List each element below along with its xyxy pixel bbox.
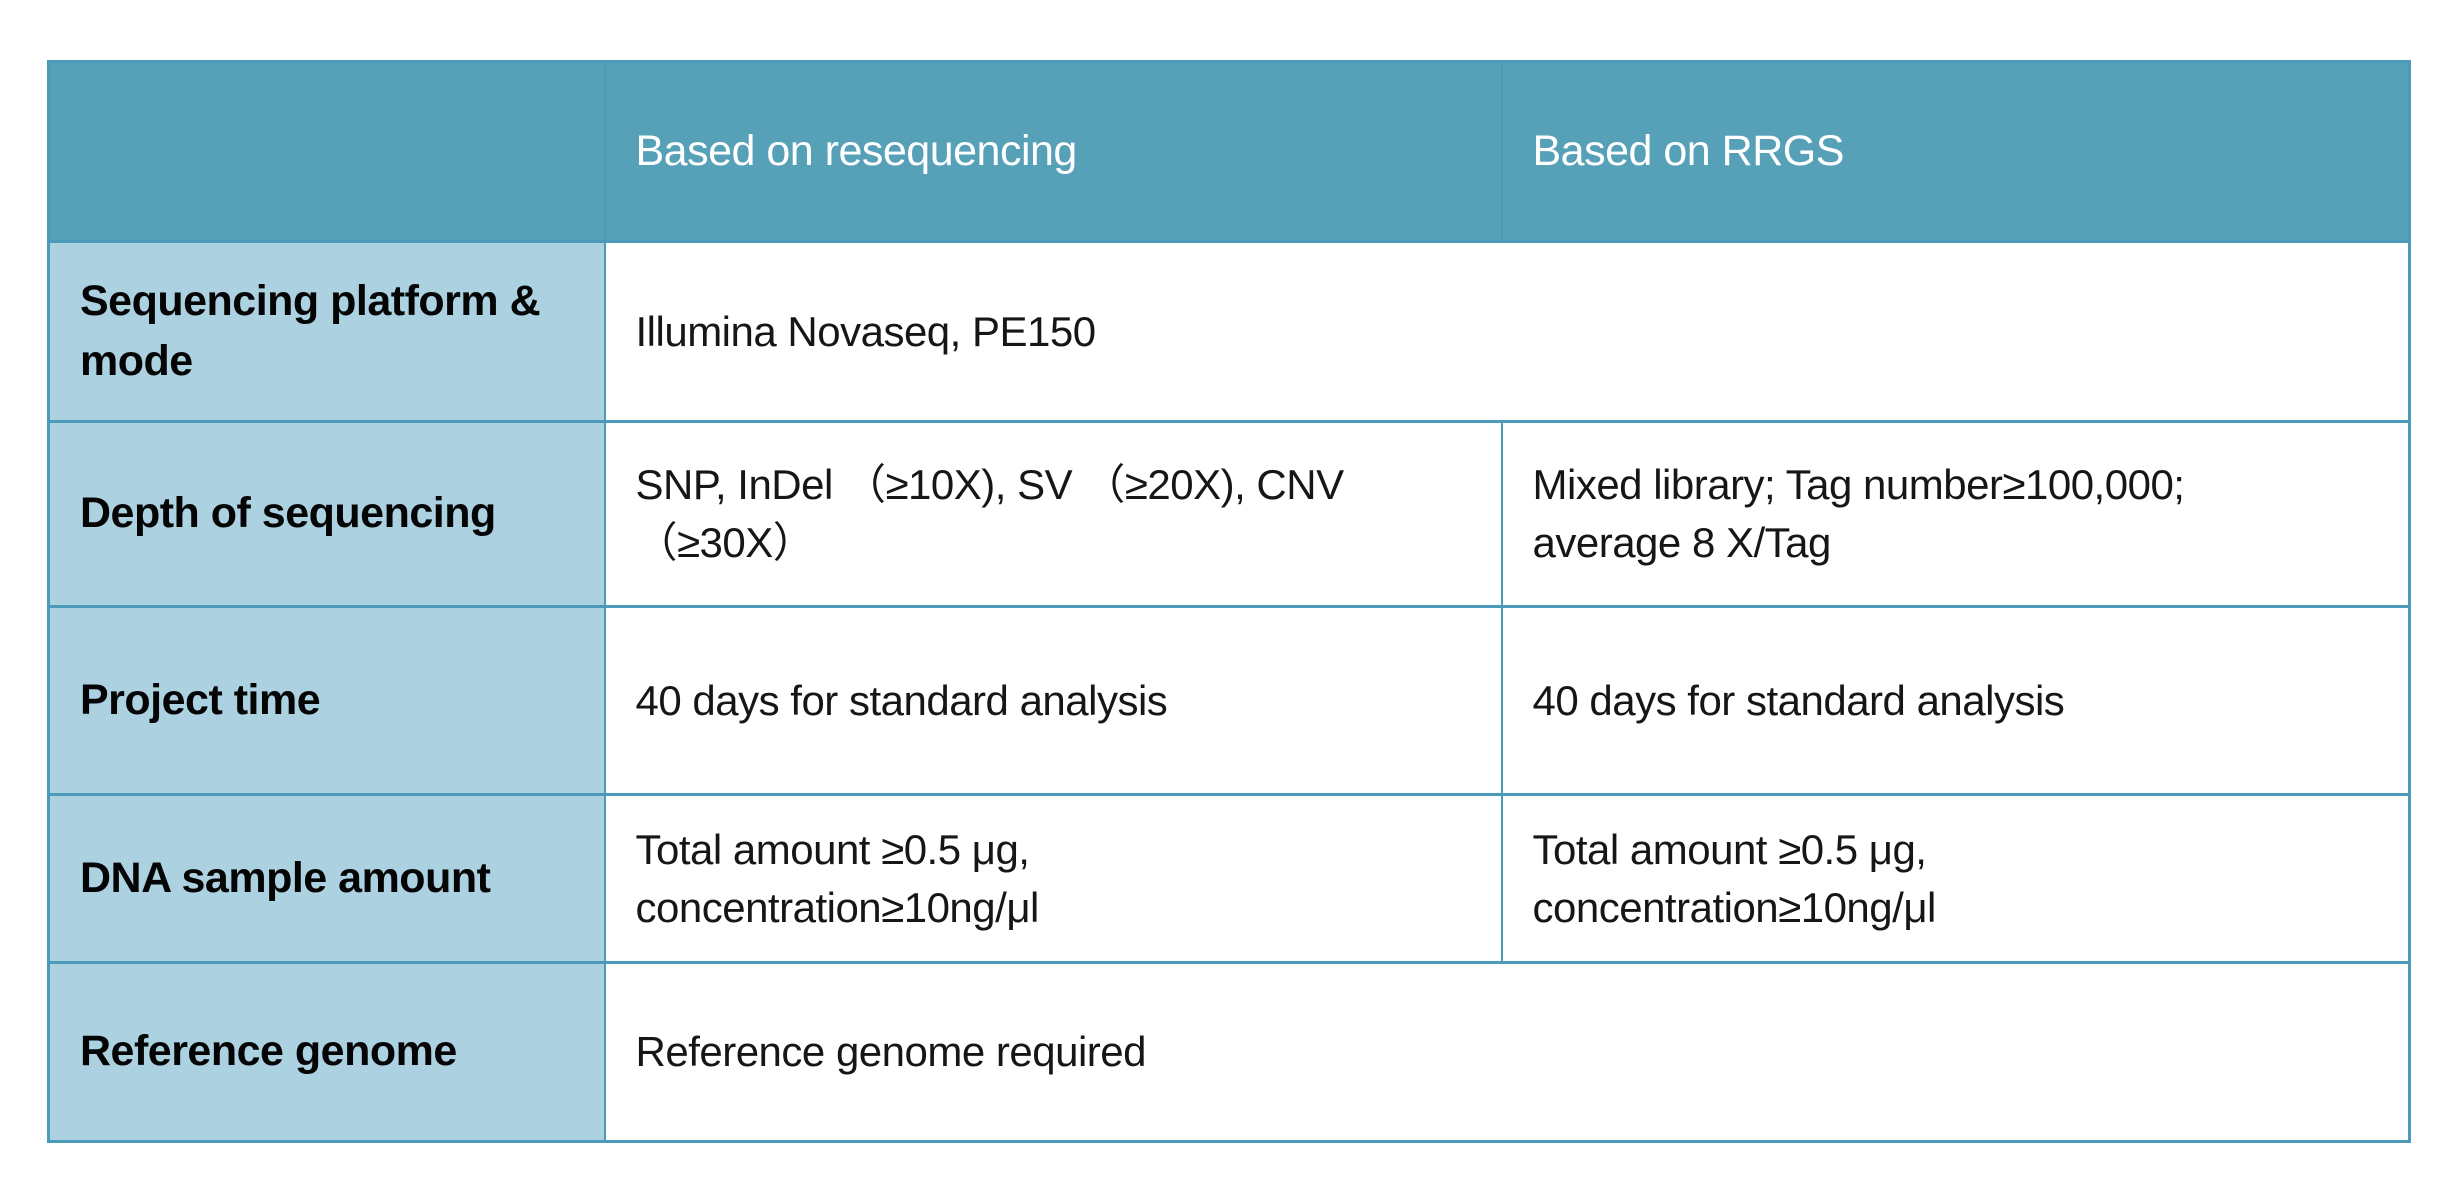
table-row-platform: Sequencing platform & mode Illumina Nova… [47, 240, 2411, 423]
sequencing-spec-table: Based on resequencing Based on RRGS Sequ… [47, 60, 2411, 1143]
column-header-resequencing: Based on resequencing [603, 60, 1503, 243]
row-label-platform: Sequencing platform & mode [47, 240, 606, 423]
cell-project-time-rrgs: 40 days for standard analysis [1500, 605, 2411, 796]
corner-cell [47, 60, 606, 243]
cell-dna-amount-resequencing: Total amount ≥0.5 μg, concentration≥10ng… [603, 793, 1503, 964]
row-label-reference-genome: Reference genome [47, 961, 606, 1143]
cell-project-time-resequencing: 40 days for standard analysis [603, 605, 1503, 796]
column-header-rrgs: Based on RRGS [1500, 60, 2411, 243]
table-row-reference-genome: Reference genome Reference genome requir… [47, 961, 2411, 1143]
cell-depth-rrgs: Mixed library; Tag number≥100,000; avera… [1500, 420, 2411, 608]
cell-dna-amount-rrgs: Total amount ≥0.5 μg, concentration≥10ng… [1500, 793, 2411, 964]
table-row-dna-amount: DNA sample amount Total amount ≥0.5 μg, … [47, 793, 2411, 964]
row-label-depth: Depth of sequencing [47, 420, 606, 608]
row-label-project-time: Project time [47, 605, 606, 796]
header-row: Based on resequencing Based on RRGS [47, 60, 2411, 243]
cell-platform-both: Illumina Novaseq, PE150 [603, 240, 2411, 423]
cell-depth-resequencing: SNP, InDel （≥10X), SV （≥20X), CNV （≥30X） [603, 420, 1503, 608]
table-row-project-time: Project time 40 days for standard analys… [47, 605, 2411, 796]
table-row-depth: Depth of sequencing SNP, InDel （≥10X), S… [47, 420, 2411, 608]
cell-reference-genome-both: Reference genome required [603, 961, 2411, 1143]
sequencing-spec-table-container: Based on resequencing Based on RRGS Sequ… [47, 60, 2411, 1143]
row-label-dna-amount: DNA sample amount [47, 793, 606, 964]
